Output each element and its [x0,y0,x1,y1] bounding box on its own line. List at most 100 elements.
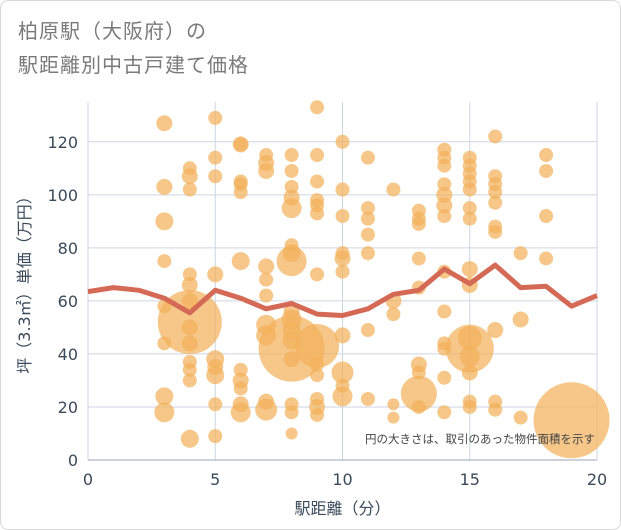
data-point [181,168,198,185]
x-axis-label: 駅距離（分） [294,499,390,518]
y-tick-label: 120 [47,133,78,152]
x-tick-label: 10 [332,470,352,489]
data-point [488,185,503,200]
data-point [539,148,554,163]
data-point [386,182,401,197]
data-point [182,373,197,388]
data-point [437,405,452,420]
data-point [284,148,299,163]
data-point [310,407,325,422]
data-point [461,261,478,278]
data-point [411,365,426,380]
y-tick-label: 100 [47,186,78,205]
title-line-2: 駅距離別中古戸建て価格 [18,53,249,77]
data-point [310,100,325,115]
bubbles [154,100,610,459]
x-tick-label: 15 [460,470,480,489]
data-point [259,288,274,303]
data-point [310,148,325,163]
data-point [462,201,477,216]
data-point [533,382,610,459]
data-point [231,252,250,271]
data-point [488,195,503,210]
data-point [232,136,249,153]
data-point [283,351,300,368]
average-line [87,262,598,318]
data-point [334,250,351,267]
data-point [334,327,351,344]
data-point [284,163,299,178]
data-point [462,182,477,197]
size-note: 円の大きさは、取引のあった物件面積を示す [365,432,595,446]
data-point [360,246,375,261]
data-point [255,398,278,421]
y-tick-label: 40 [58,345,78,364]
data-point [513,246,528,261]
title-line-1: 柏原駅（大阪府）の [18,19,207,43]
data-point [411,216,426,231]
data-point [206,366,225,385]
data-point [259,272,274,287]
data-point [437,304,452,319]
data-point [156,178,173,195]
data-point [281,198,302,219]
data-point [400,375,437,412]
data-point [258,258,275,275]
data-point [285,427,298,440]
data-point [335,182,350,197]
data-point [411,399,426,414]
data-point [208,429,223,444]
data-point [360,323,375,338]
data-point [208,150,223,165]
data-point [437,370,452,385]
y-tick-label: 80 [58,239,78,258]
x-tick-label: 5 [210,470,220,489]
data-point [386,307,401,322]
data-point [258,162,275,179]
chart-title: 柏原駅（大阪府）の 駅距離別中古戸建て価格 [18,14,249,82]
data-point [462,399,477,414]
data-point [387,411,400,424]
data-point [208,169,223,184]
data-point [276,246,307,277]
data-point [208,397,223,412]
data-point [310,206,325,221]
data-point [360,227,375,242]
data-point [335,264,350,279]
data-point [181,335,198,352]
data-point [233,185,248,200]
data-point [182,182,197,197]
data-point [310,368,325,383]
data-point [459,346,480,367]
data-point [360,150,375,165]
data-point [284,405,299,420]
data-point [332,386,353,407]
y-tick-label: 0 [68,451,78,470]
y-tick-label: 20 [58,398,78,417]
data-point [539,251,554,266]
data-point [488,402,503,417]
data-point [335,209,350,224]
data-point [208,110,223,125]
data-point [513,410,528,425]
data-point [156,115,173,132]
data-point [437,209,452,224]
data-point [181,319,198,336]
data-point [360,392,375,407]
data-point [310,357,325,372]
x-tick-label: 20 [587,470,607,489]
data-point [488,129,503,144]
data-point [360,201,375,216]
data-point [180,429,199,448]
data-point [207,266,224,283]
data-point [461,364,478,381]
data-point [155,212,174,231]
data-point [233,381,248,396]
data-point [155,387,174,406]
data-point [488,224,503,239]
data-point [230,402,251,423]
y-axis-label: 坪（3.3㎡）単価（万円） [15,188,34,373]
data-point [411,251,426,266]
data-point [182,362,197,377]
